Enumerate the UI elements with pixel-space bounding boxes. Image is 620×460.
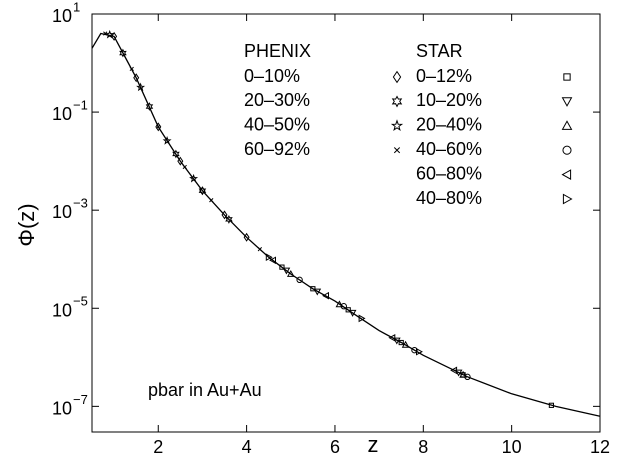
marker [105, 29, 115, 39]
y-tick-exponent: −1 [73, 98, 88, 113]
marker [561, 120, 573, 130]
marker [392, 70, 402, 84]
marker [563, 73, 571, 81]
y-tick-label: 10 [52, 202, 72, 222]
marker [335, 300, 344, 308]
x-tick-label: 4 [242, 437, 252, 457]
marker [209, 198, 214, 203]
legend-label: 10–20% [416, 90, 482, 110]
legend-label: 20–40% [416, 115, 482, 135]
marker [450, 366, 458, 375]
y-tick-base: 10 [52, 300, 72, 320]
legend-group-title: PHENIX [244, 41, 311, 61]
x-tick-label: 6 [330, 437, 340, 457]
marker [459, 370, 467, 378]
marker [561, 169, 572, 180]
marker [391, 95, 403, 108]
marker [257, 247, 263, 252]
marker [182, 164, 187, 170]
x-tick-label: 2 [153, 437, 163, 457]
x-tick-label: 8 [418, 437, 428, 457]
marker [189, 173, 199, 183]
marker [103, 31, 108, 36]
y-tick-exponent: −5 [73, 294, 88, 309]
y-tick-base: 10 [52, 104, 72, 124]
legend-label: 40–80% [416, 188, 482, 208]
y-tick-exponent: −7 [73, 392, 88, 407]
marker [411, 346, 418, 354]
legend-label: 0–10% [244, 66, 300, 86]
fit-curve [91, 32, 601, 417]
y-tick-label: 10 [52, 6, 72, 26]
y-axis-label: Φ(z) [14, 203, 39, 246]
marker [279, 264, 285, 270]
marker [548, 402, 555, 408]
marker [156, 124, 161, 130]
marker [221, 210, 228, 220]
marker [265, 253, 273, 262]
marker [348, 309, 357, 317]
x-tick-label: 12 [590, 437, 610, 457]
y-tick-exponent: −3 [73, 196, 88, 211]
legend-label: 60–80% [416, 163, 482, 183]
y-tick-exponent: 1 [73, 0, 80, 14]
marker [416, 347, 423, 356]
marker [345, 307, 351, 313]
marker [177, 156, 184, 166]
marker [133, 73, 140, 83]
marker [464, 373, 471, 381]
y-tick-label: 10 [52, 398, 72, 418]
legend-label: 60–92% [244, 139, 310, 159]
y-tick-base: 10 [52, 202, 72, 222]
marker [562, 145, 572, 155]
marker [225, 215, 233, 224]
marker [562, 193, 573, 205]
legend-label: 40–60% [416, 139, 482, 159]
marker [282, 267, 291, 275]
marker [243, 232, 250, 242]
y-tick-base: 10 [52, 398, 72, 418]
marker [172, 149, 180, 159]
marker [111, 31, 118, 41]
marker [561, 97, 573, 107]
legend-label: 20–30% [244, 90, 310, 110]
marker [269, 256, 276, 265]
marker [390, 119, 404, 132]
marker [119, 48, 127, 58]
y-tick-base: 10 [52, 6, 72, 26]
legend-label: 40–50% [244, 115, 310, 135]
marker [388, 333, 396, 342]
marker [145, 102, 154, 111]
marker [401, 340, 410, 348]
marker [398, 339, 404, 346]
y-tick-label: 10 [52, 300, 72, 320]
marker [136, 82, 146, 92]
legend-group-title: STAR [416, 41, 463, 61]
x-axis-label: z [368, 432, 379, 457]
marker [162, 136, 172, 145]
annotation: pbar in Au+Au [148, 380, 262, 400]
plot-frame [91, 13, 601, 433]
marker [313, 288, 322, 296]
marker [198, 186, 207, 196]
legend-label: 0–12% [416, 66, 472, 86]
y-tick-label: 10 [52, 104, 72, 124]
marker [286, 269, 295, 277]
marker [296, 276, 303, 284]
marker [358, 314, 366, 323]
marker [322, 291, 329, 300]
marker [393, 147, 401, 154]
marker [340, 303, 347, 310]
marker [129, 66, 134, 72]
x-tick-label: 10 [502, 437, 522, 457]
